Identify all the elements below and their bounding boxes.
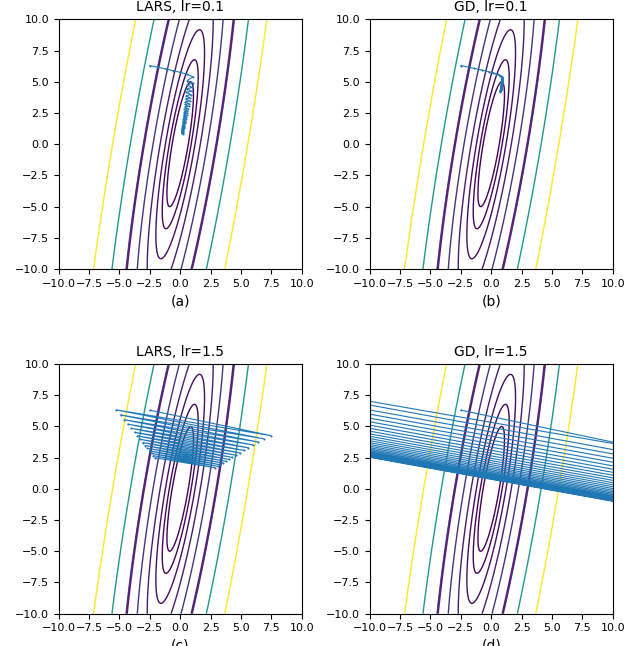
Title: LARS, lr=0.1: LARS, lr=0.1 xyxy=(136,0,224,14)
Title: GD, lr=1.5: GD, lr=1.5 xyxy=(454,345,528,359)
X-axis label: (d): (d) xyxy=(481,639,501,646)
X-axis label: (c): (c) xyxy=(171,639,189,646)
X-axis label: (a): (a) xyxy=(170,295,190,308)
Title: GD, lr=0.1: GD, lr=0.1 xyxy=(454,0,528,14)
X-axis label: (b): (b) xyxy=(481,295,501,308)
Title: LARS, lr=1.5: LARS, lr=1.5 xyxy=(136,345,224,359)
